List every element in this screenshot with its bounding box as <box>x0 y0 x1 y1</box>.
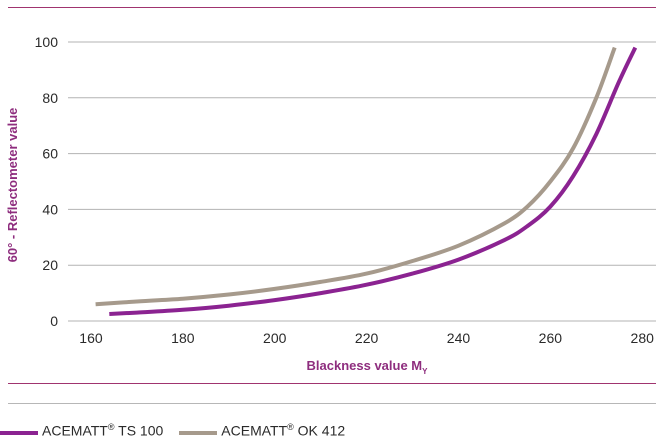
y-tick-label: 0 <box>50 313 58 329</box>
y-tick-label: 40 <box>42 201 58 217</box>
separator-rule <box>8 383 656 384</box>
y-tick-label: 60 <box>42 146 58 162</box>
separator-rule-light <box>8 403 656 404</box>
y-tick-label: 20 <box>42 257 58 273</box>
legend-item-ts100: ACEMATT® TS 100 <box>0 421 164 439</box>
gridlines <box>68 41 656 322</box>
x-tick-labels: 160 180 200 220 240 260 280 <box>79 330 654 346</box>
x-tick-label: 180 <box>171 330 195 346</box>
legend-swatch-ts100 <box>0 431 38 435</box>
series-line-ok412 <box>95 46 617 307</box>
legend-label-ok412: ACEMATT® OK 412 <box>221 421 346 439</box>
x-tick-label: 160 <box>79 330 103 346</box>
y-tick-label: 100 <box>35 34 59 50</box>
top-accent-rule <box>8 7 656 8</box>
x-tick-label: 280 <box>631 330 655 346</box>
legend-item-ok412: ACEMATT® OK 412 <box>179 421 346 439</box>
y-tick-labels: 0 20 40 60 80 100 <box>35 34 59 329</box>
series-lines <box>95 46 638 316</box>
x-tick-label: 260 <box>539 330 563 346</box>
legend-swatch-ok412 <box>179 431 218 435</box>
y-tick-label: 80 <box>42 90 58 106</box>
series-line-ts100 <box>109 46 638 316</box>
x-axis-title: Blackness value MY <box>307 358 429 376</box>
x-tick-label: 240 <box>447 330 471 346</box>
legend-label-ts100: ACEMATT® TS 100 <box>42 421 164 439</box>
x-tick-label: 200 <box>263 330 287 346</box>
line-chart: 0 20 40 60 80 100 160 180 200 220 240 260 280 60° -… <box>5 34 656 376</box>
x-axis-title-subscript: Y <box>422 367 428 376</box>
y-axis-title: 60° - Reflectometer value <box>5 108 20 263</box>
legend: ACEMATT® TS 100 ACEMATT® OK 412 <box>0 421 361 439</box>
x-tick-label: 220 <box>355 330 379 346</box>
